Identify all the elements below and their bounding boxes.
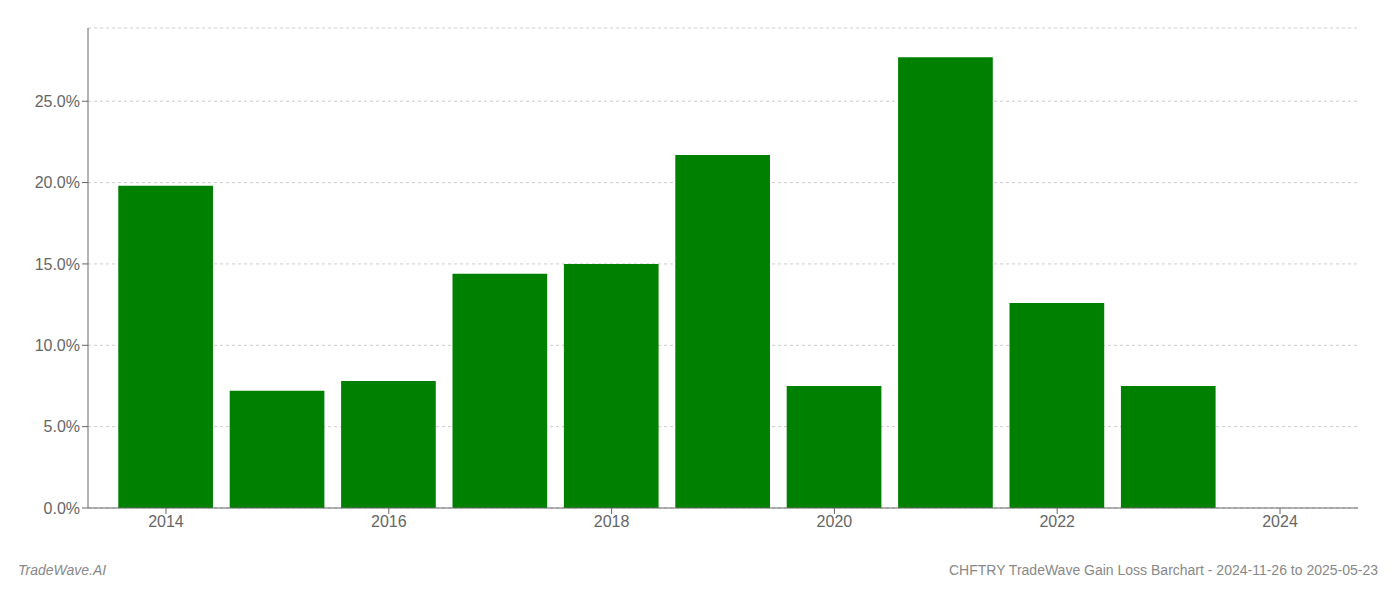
svg-text:20.0%: 20.0% — [35, 174, 80, 191]
svg-text:10.0%: 10.0% — [35, 337, 80, 354]
svg-text:2024: 2024 — [1262, 513, 1298, 530]
svg-text:2016: 2016 — [371, 513, 407, 530]
svg-text:2020: 2020 — [817, 513, 853, 530]
svg-text:25.0%: 25.0% — [35, 93, 80, 110]
svg-text:2018: 2018 — [594, 513, 630, 530]
html-text:CHFTRY TradeWave Gain Loss Bar: CHFTRY TradeWave Gain Loss Barchart - 20… — [949, 562, 1378, 578]
svg-text:2022: 2022 — [1039, 513, 1075, 530]
svg-text:2014: 2014 — [148, 513, 184, 530]
svg-text:5.0%: 5.0% — [44, 418, 80, 435]
html-text:TradeWave.AI: TradeWave.AI — [18, 562, 107, 578]
svg-text:0.0%: 0.0% — [44, 500, 80, 517]
svg-text:15.0%: 15.0% — [35, 256, 80, 273]
